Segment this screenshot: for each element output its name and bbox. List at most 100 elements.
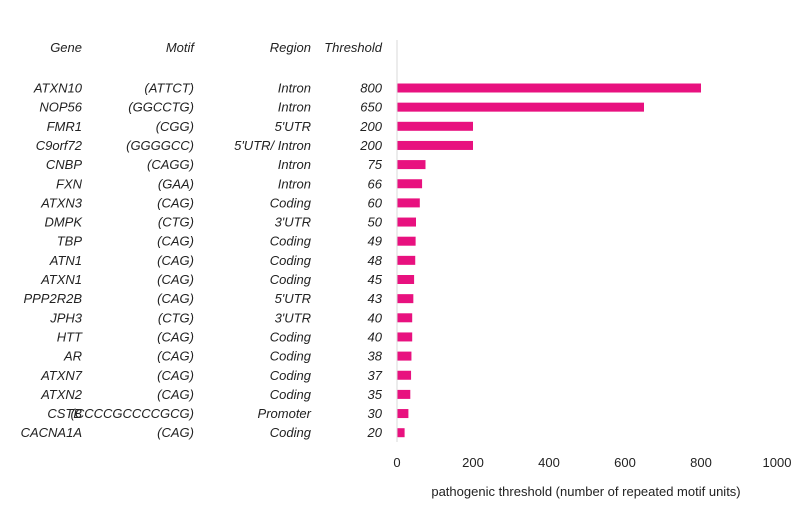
bar bbox=[397, 294, 414, 304]
gene-label: ATXN7 bbox=[40, 368, 83, 383]
gene-label: FXN bbox=[56, 176, 83, 191]
bar bbox=[397, 428, 405, 438]
gene-label: ATXN1 bbox=[40, 272, 82, 287]
motif-label: (CTG) bbox=[158, 215, 194, 230]
bar bbox=[397, 255, 416, 265]
motif-label: (CAG) bbox=[157, 368, 194, 383]
gene-label: C9orf72 bbox=[36, 138, 83, 153]
x-tick-label: 800 bbox=[690, 455, 712, 470]
bar bbox=[397, 83, 701, 93]
motif-label: (CAG) bbox=[157, 425, 194, 440]
motif-label: (CAG) bbox=[157, 272, 194, 287]
motif-label: (CAG) bbox=[157, 291, 194, 306]
gene-label: HTT bbox=[57, 329, 83, 344]
bar bbox=[397, 179, 423, 189]
motif-label: (CAG) bbox=[157, 195, 194, 210]
bar bbox=[397, 409, 409, 419]
x-tick-label: 400 bbox=[538, 455, 560, 470]
x-tick-label: 600 bbox=[614, 455, 636, 470]
threshold-label: 800 bbox=[360, 81, 382, 96]
header-threshold: Threshold bbox=[324, 40, 383, 55]
motif-label: (CAG) bbox=[157, 253, 194, 268]
motif-label: (CCCCGCCCCGCG) bbox=[71, 406, 195, 421]
threshold-label: 200 bbox=[359, 138, 382, 153]
header-motif: Motif bbox=[166, 40, 196, 55]
motif-label: (GGCCTG) bbox=[128, 100, 194, 115]
region-label: Coding bbox=[270, 272, 312, 287]
threshold-label: 45 bbox=[368, 272, 383, 287]
gene-label: NOP56 bbox=[39, 100, 82, 115]
bar bbox=[397, 351, 412, 361]
gene-label: JPH3 bbox=[49, 310, 83, 325]
gene-label: DMPK bbox=[44, 215, 83, 230]
bar bbox=[397, 140, 473, 150]
motif-label: (CAG) bbox=[157, 234, 194, 249]
x-axis-label: pathogenic threshold (number of repeated… bbox=[431, 484, 740, 499]
region-label: 5'UTR bbox=[275, 119, 311, 134]
motif-label: (CAG) bbox=[157, 329, 194, 344]
threshold-label: 200 bbox=[359, 119, 382, 134]
bar bbox=[397, 332, 413, 342]
bars bbox=[397, 83, 701, 438]
bar bbox=[397, 313, 413, 323]
gene-label: ATXN2 bbox=[40, 387, 83, 402]
region-label: Intron bbox=[278, 81, 311, 96]
motif-label: (GGGGCC) bbox=[126, 138, 194, 153]
motif-label: (CAG) bbox=[157, 387, 194, 402]
threshold-label: 75 bbox=[368, 157, 383, 172]
threshold-label: 50 bbox=[368, 215, 383, 230]
threshold-label: 43 bbox=[368, 291, 383, 306]
x-tick-label: 0 bbox=[393, 455, 400, 470]
motif-label: (CTG) bbox=[158, 310, 194, 325]
bar bbox=[397, 275, 415, 284]
gene-label: FMR1 bbox=[47, 119, 82, 134]
threshold-label: 40 bbox=[368, 329, 383, 344]
threshold-label: 66 bbox=[368, 176, 383, 191]
bar bbox=[397, 389, 411, 399]
region-label: 5'UTR bbox=[275, 291, 311, 306]
gene-label: CACNA1A bbox=[21, 425, 82, 440]
motif-label: (CGG) bbox=[156, 119, 194, 134]
threshold-label: 30 bbox=[368, 406, 383, 421]
region-label: 5'UTR/ Intron bbox=[234, 138, 311, 153]
region-label: Promoter bbox=[258, 406, 312, 421]
region-label: Coding bbox=[270, 368, 312, 383]
threshold-label: 60 bbox=[368, 195, 383, 210]
header-gene: Gene bbox=[50, 40, 82, 55]
gene-label: CNBP bbox=[46, 157, 82, 172]
motif-label: (GAA) bbox=[158, 176, 194, 191]
threshold-label: 20 bbox=[367, 425, 383, 440]
motif-label: (ATTCT) bbox=[144, 81, 194, 96]
gene-label: ATXN10 bbox=[33, 81, 83, 96]
bar bbox=[397, 121, 473, 131]
x-tick-label: 200 bbox=[462, 455, 484, 470]
threshold-label: 650 bbox=[360, 100, 382, 115]
gene-label: ATXN3 bbox=[40, 195, 83, 210]
x-tick-label: 1000 bbox=[763, 455, 792, 470]
region-label: 3'UTR bbox=[275, 215, 311, 230]
bar bbox=[397, 236, 416, 246]
table-rows: ATXN10 (ATTCT) Intron 800 NOP56 (GGCCTG) Intro… bbox=[21, 81, 383, 441]
region-label: Coding bbox=[270, 387, 312, 402]
threshold-label: 35 bbox=[368, 387, 383, 402]
threshold-label: 40 bbox=[368, 310, 383, 325]
gene-label: CSTB bbox=[47, 406, 82, 421]
x-axis-ticks: 0 200 400 600 800 1000 bbox=[393, 455, 791, 470]
region-label: Intron bbox=[278, 157, 311, 172]
bar bbox=[397, 102, 644, 112]
gene-label: AR bbox=[63, 349, 82, 364]
bar bbox=[397, 160, 426, 170]
gene-label: TBP bbox=[57, 234, 83, 249]
region-label: Coding bbox=[270, 329, 312, 344]
bar bbox=[397, 370, 412, 380]
bar bbox=[397, 198, 420, 208]
table-header: Gene Motif Region Threshold bbox=[50, 40, 383, 55]
region-label: Coding bbox=[270, 234, 312, 249]
region-label: Coding bbox=[270, 195, 312, 210]
threshold-label: 48 bbox=[368, 253, 383, 268]
gene-label: PPP2R2B bbox=[23, 291, 82, 306]
threshold-label: 38 bbox=[368, 349, 383, 364]
motif-label: (CAG) bbox=[157, 349, 194, 364]
threshold-label: 49 bbox=[368, 234, 382, 249]
